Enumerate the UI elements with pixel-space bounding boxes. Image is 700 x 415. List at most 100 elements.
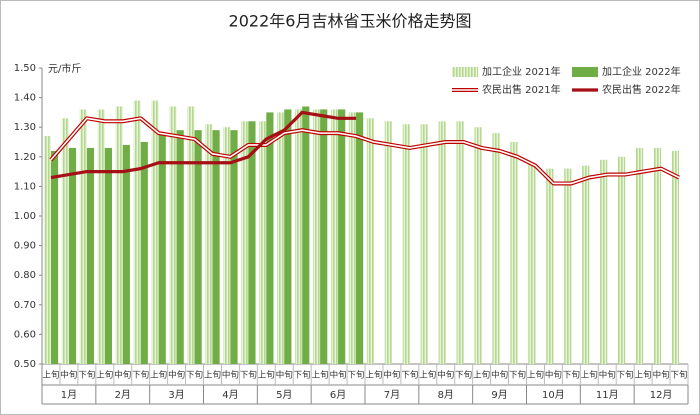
x-tick-label: 上旬 [365,370,382,381]
x-tick-label: 中旬 [383,370,400,381]
bar [600,159,608,364]
group-label: 6月 [330,389,346,401]
x-tick-label: 下旬 [617,370,634,381]
bar [456,121,464,364]
y-tick-label: 1.50 [14,63,36,74]
bar [212,130,220,364]
bar [169,106,177,364]
line [50,110,357,180]
x-tick-label: 下旬 [78,370,95,381]
bar [50,150,59,364]
x-tick-label: 上旬 [96,370,113,381]
bar [438,121,446,364]
bar [277,112,285,365]
x-tick-label: 中旬 [330,370,347,381]
bar [133,100,141,364]
bar [266,112,274,365]
x-tick-label: 上旬 [42,370,59,381]
x-tick-label: 下旬 [348,370,365,381]
x-tick-label: 上旬 [312,370,329,381]
bar [492,133,500,364]
bar [356,112,364,365]
x-tick-label: 中旬 [60,370,77,381]
x-tick-label: 上旬 [150,370,167,381]
y-tick-label: 0.90 [14,241,36,252]
bar [384,121,392,364]
x-tick-label: 上旬 [581,370,598,381]
group-label: 5月 [276,389,292,401]
x-tick-label: 中旬 [437,370,454,381]
bar [312,109,321,364]
bar [241,121,249,364]
y-tick-label: 1.20 [14,152,36,163]
x-tick-label: 下旬 [240,370,257,381]
x-tick-label: 上旬 [635,370,652,381]
bar [366,118,374,364]
bar [671,150,680,364]
x-tick-label: 下旬 [401,370,418,381]
y-tick-label: 1.00 [14,211,36,222]
bar [618,156,626,364]
bar [151,100,159,364]
bar [295,109,303,364]
bar [104,147,112,364]
y-tick-label: 0.50 [14,359,36,370]
bar [338,109,346,364]
bar [635,147,644,364]
x-tick-label: 中旬 [168,370,185,381]
x-tick-label: 中旬 [222,370,239,381]
bar [140,142,148,364]
group-label: 11月 [596,389,619,401]
legend-label: 农民出售 2021年 [482,83,561,96]
chart-title: 2022年6月吉林省玉米价格走势图 [229,12,472,31]
bar [564,168,572,364]
x-tick-label: 上旬 [258,370,275,381]
bar [653,147,662,364]
legend-swatch [572,67,598,77]
bar [176,130,184,364]
bar [194,130,202,364]
x-tick-label: 中旬 [545,370,562,381]
legend-label: 农民出售 2022年 [602,83,681,96]
x-tick-label: 上旬 [419,370,436,381]
y-tick-label: 0.70 [14,300,36,311]
group-label: 1月 [61,389,77,401]
bar [205,124,213,365]
group-label: 3月 [168,389,184,401]
y-tick-label: 1.40 [14,93,36,104]
x-tick-label: 下旬 [455,370,472,381]
group-label: 4月 [222,389,238,401]
group-label: 8月 [438,389,454,401]
y-tick-label: 0.60 [14,329,36,340]
bar [320,109,328,364]
bar [158,133,166,364]
bar [86,147,95,364]
group-label: 9月 [491,389,507,401]
legend-label: 加工企业 2022年 [602,65,681,78]
line-core [50,117,680,185]
bar [420,124,428,365]
bar [302,106,310,364]
bar [582,165,590,364]
x-tick-label: 下旬 [509,370,526,381]
bar [43,136,51,364]
x-tick-label: 中旬 [276,370,293,381]
group-label: 2月 [115,389,131,401]
x-tick-label: 中旬 [491,370,508,381]
group-label: 12月 [650,389,673,401]
x-tick-label: 上旬 [527,370,544,381]
x-tick-label: 中旬 [114,370,131,381]
bar [546,168,554,364]
bar [230,130,238,364]
bar [61,118,69,364]
bar [187,106,195,364]
x-tick-label: 上旬 [204,370,221,381]
bar [122,144,130,364]
x-tick-label: 下旬 [671,370,688,381]
y-tick-label: 1.30 [14,122,36,133]
group-label: 7月 [384,389,400,401]
x-tick-label: 下旬 [132,370,149,381]
bar [79,109,87,364]
bar [223,127,231,364]
x-tick-label: 下旬 [186,370,203,381]
